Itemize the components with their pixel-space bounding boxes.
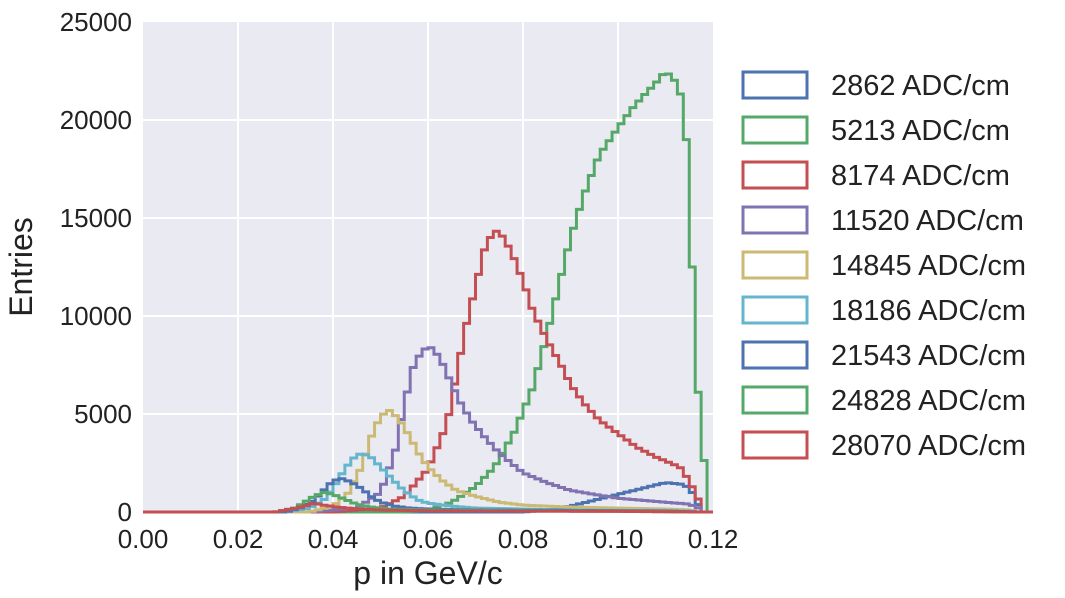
legend-label: 5213 ADC/cm xyxy=(831,115,1010,147)
legend-swatch xyxy=(741,160,809,190)
x-tick-label: 0.12 xyxy=(688,524,739,554)
x-tick-label: 0.00 xyxy=(118,524,169,554)
y-tick-label: 25000 xyxy=(60,7,132,37)
legend: 2862 ADC/cm 5213 ADC/cm 8174 ADC/cm 11520 A… xyxy=(741,70,1026,462)
series-line-9 xyxy=(143,502,713,514)
x-tick-label: 0.08 xyxy=(498,524,549,554)
legend-label: 11520 ADC/cm xyxy=(831,205,1024,237)
y-tick-label: 15000 xyxy=(60,203,132,233)
legend-swatch xyxy=(741,340,809,370)
grid-lines xyxy=(143,22,713,512)
legend-label: 14845 ADC/cm xyxy=(831,250,1026,282)
y-tick-label: 20000 xyxy=(60,105,132,135)
legend-swatch xyxy=(741,115,809,145)
series-line-5 xyxy=(143,408,713,514)
legend-swatch xyxy=(741,205,809,235)
x-tick-label: 0.10 xyxy=(593,524,644,554)
x-axis-title: p in GeV/c xyxy=(353,555,502,591)
x-tick-label: 0.02 xyxy=(213,524,264,554)
series-layer xyxy=(143,72,713,514)
legend-swatch xyxy=(741,385,809,415)
legend-label: 18186 ADC/cm xyxy=(831,295,1026,327)
legend-label: 21543 ADC/cm xyxy=(831,340,1026,372)
legend-label: 24828 ADC/cm xyxy=(831,385,1026,417)
legend-swatch xyxy=(741,295,809,325)
x-tick-label: 0.04 xyxy=(308,524,359,554)
x-axis-ticks: 0.00 0.02 0.04 0.06 0.08 0.10 0.12 xyxy=(118,524,739,554)
legend-label: 8174 ADC/cm xyxy=(831,160,1010,192)
y-tick-label: 0 xyxy=(118,497,132,527)
y-tick-label: 10000 xyxy=(60,301,132,331)
y-tick-label: 5000 xyxy=(74,399,132,429)
legend-swatch xyxy=(741,250,809,280)
y-axis-ticks: 0 5000 10000 15000 20000 25000 xyxy=(60,7,132,527)
y-axis-title: Entries xyxy=(3,217,39,317)
legend-swatch xyxy=(741,70,809,100)
x-tick-label: 0.06 xyxy=(403,524,454,554)
legend-label: 2862 ADC/cm xyxy=(831,70,1010,102)
legend-swatch xyxy=(741,430,809,460)
legend-label: 28070 ADC/cm xyxy=(831,430,1026,462)
